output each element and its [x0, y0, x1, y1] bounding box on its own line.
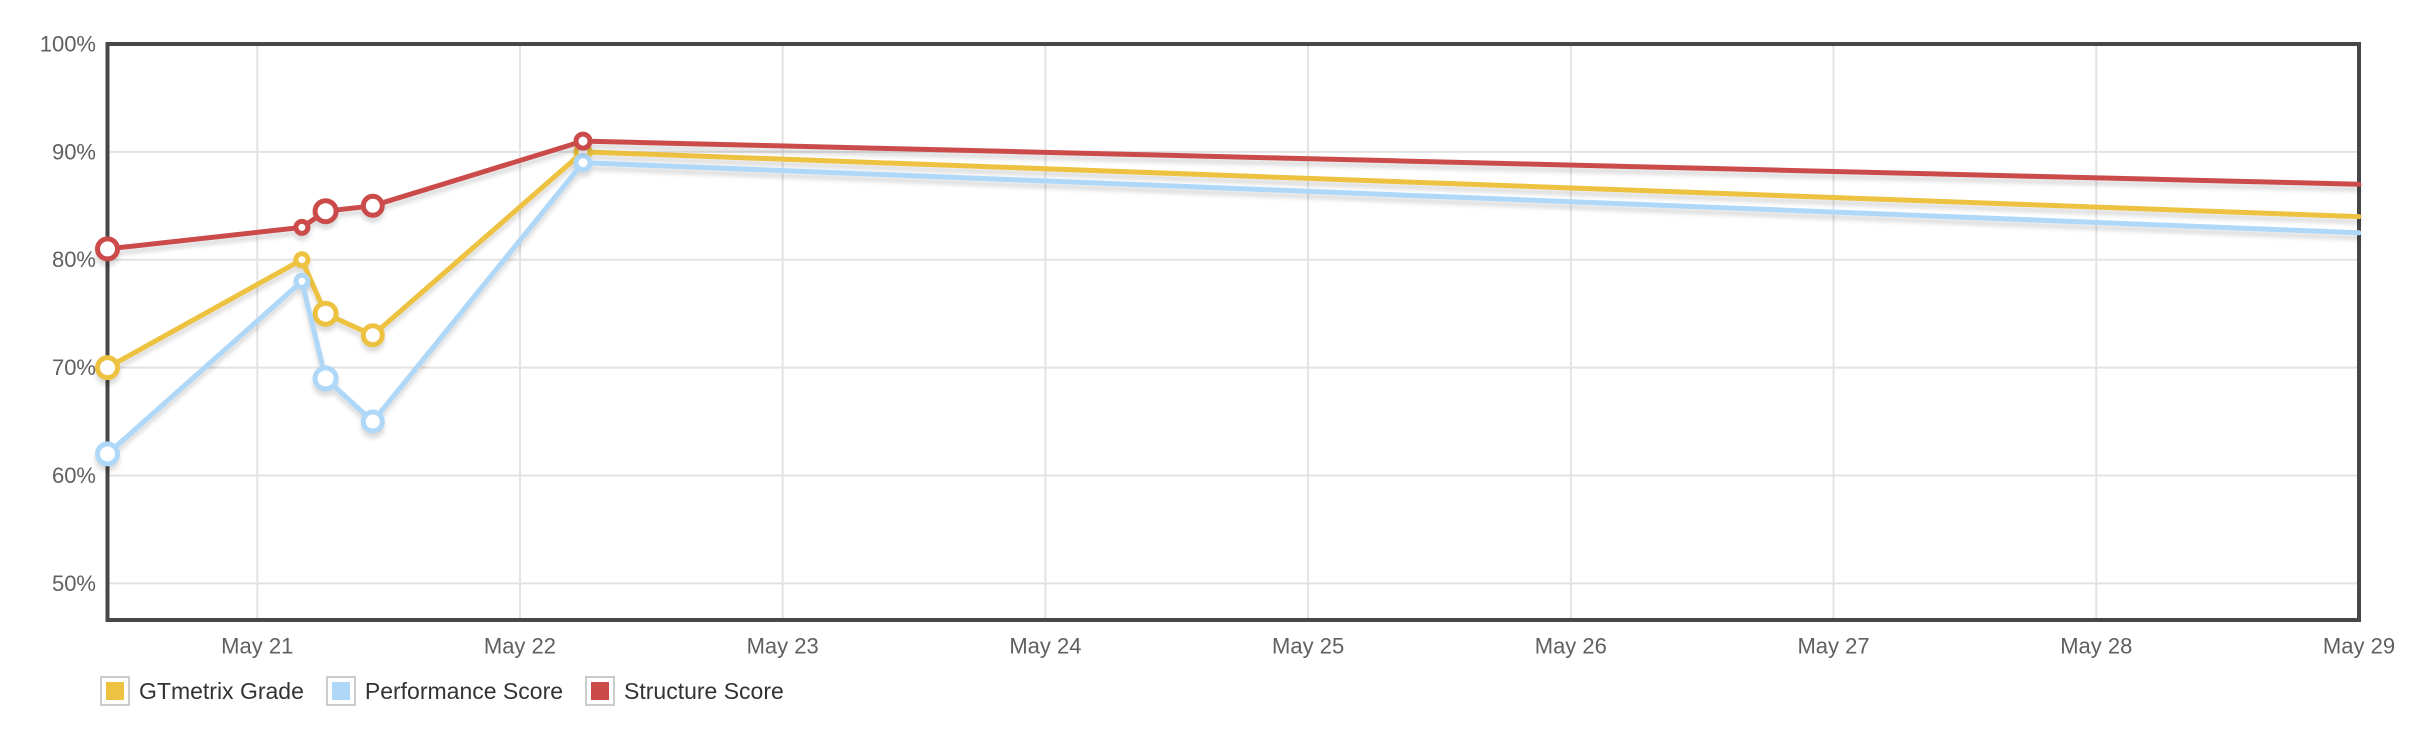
legend-item-structure-score: Structure Score [585, 676, 784, 706]
data-point-marker[interactable] [293, 272, 311, 290]
legend-item-performance-score: Performance Score [325, 676, 564, 706]
data-point-marker[interactable] [360, 193, 385, 218]
series-line [105, 138, 2362, 252]
y-tick-label: 80% [52, 247, 96, 272]
legend-swatch-gtmetrix-grade [100, 676, 130, 706]
data-point-marker[interactable] [95, 355, 120, 381]
series-structure-score [95, 131, 2362, 262]
x-tick-label: May 23 [747, 634, 819, 659]
x-tick-label: May 24 [1009, 634, 1081, 659]
data-point-marker[interactable] [293, 251, 311, 269]
data-point-marker[interactable] [573, 131, 593, 151]
x-tick-label: May 29 [2323, 634, 2395, 659]
legend-label-structure-score: Structure Score [624, 678, 784, 704]
x-tick-label: May 25 [1272, 634, 1344, 659]
legend-swatch-color [331, 682, 350, 700]
data-point-marker[interactable] [360, 323, 385, 348]
y-tick-label: 60% [52, 463, 96, 488]
series-performance-score [95, 153, 2362, 467]
legend-item-gtmetrix-grade: GTmetrix Grade [100, 676, 304, 706]
y-tick-label: 50% [52, 571, 96, 596]
data-point-marker[interactable] [293, 218, 311, 236]
y-tick-label: 70% [52, 355, 96, 380]
y-tick-label: 100% [40, 32, 96, 57]
x-tick-label: May 28 [2060, 634, 2132, 659]
legend-swatch-performance-score [325, 676, 356, 706]
legend-label-performance-score: Performance Score [364, 678, 564, 704]
data-point-marker[interactable] [95, 236, 120, 262]
data-point-marker[interactable] [573, 153, 593, 173]
x-tick-label: May 27 [1797, 634, 1869, 659]
legend-swatch-structure-score [585, 676, 616, 706]
data-point-marker[interactable] [312, 198, 339, 225]
series-line [105, 149, 2362, 371]
data-point-marker[interactable] [312, 365, 339, 392]
y-tick-label: 90% [52, 139, 96, 164]
chart-legend: GTmetrix Grade Performance Score Structu… [100, 676, 784, 706]
x-tick-label: May 26 [1535, 634, 1607, 659]
legend-swatch-color [591, 682, 610, 700]
data-point-marker[interactable] [312, 300, 339, 327]
x-tick-label: May 21 [221, 634, 293, 659]
plot-border [105, 42, 2361, 622]
legend-swatch-color [106, 682, 124, 700]
data-point-marker[interactable] [360, 409, 385, 434]
x-tick-label: May 22 [484, 634, 556, 659]
data-point-marker[interactable] [95, 441, 120, 467]
legend-label-gtmetrix-grade: GTmetrix Grade [139, 678, 304, 704]
series-line [105, 160, 2362, 457]
